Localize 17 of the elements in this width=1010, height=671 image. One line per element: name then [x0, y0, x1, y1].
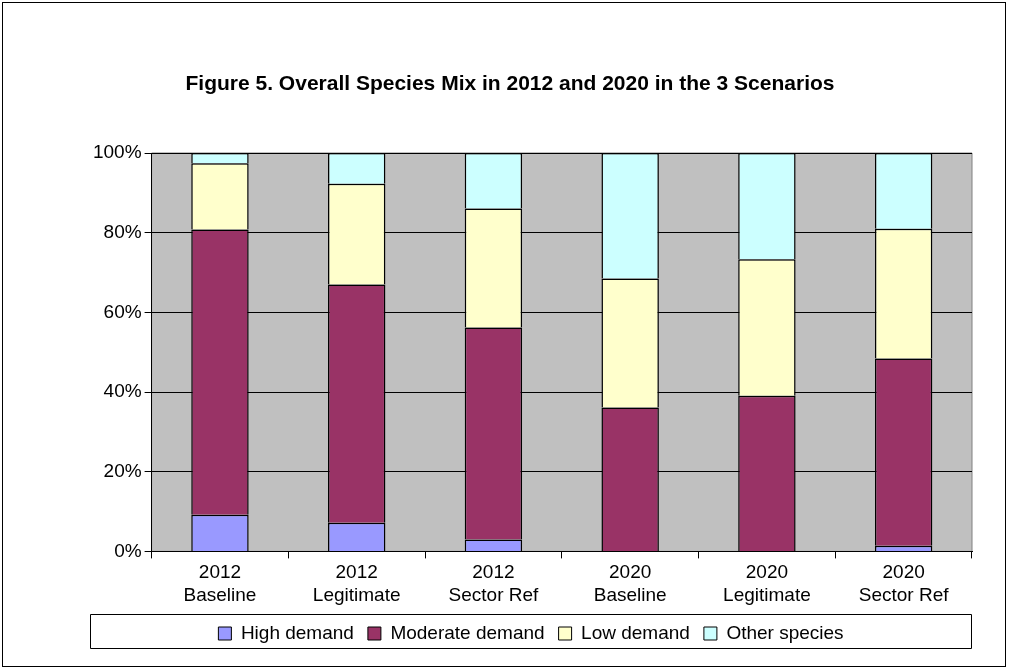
y-tick-label: 20%	[103, 459, 142, 481]
legend-label: High demand	[240, 621, 354, 643]
y-tick-label: 0%	[114, 539, 142, 561]
legend-label: Low demand	[581, 621, 690, 643]
x-tick-label: 2020 Legitimate	[723, 561, 811, 605]
legend-label: Moderate demand	[390, 621, 545, 643]
y-tick-label: 60%	[103, 300, 142, 322]
x-tick-label: 2012 Sector Ref	[448, 561, 540, 605]
y-tick-label: 100%	[92, 141, 142, 163]
x-tick-label: 2020 Sector Ref	[858, 561, 950, 605]
y-tick-label: 40%	[103, 380, 142, 402]
y-tick-label: 80%	[103, 220, 142, 242]
x-tick-label: 2012 Baseline	[183, 561, 257, 605]
legend-label: Other species	[726, 621, 844, 643]
x-tick-label: 2020 Baseline	[593, 561, 667, 605]
chart-title: Figure 5. Overall Species Mix in 2012 and 2020 in the 3 Scenarios	[184, 70, 836, 95]
x-tick-label: 2012 Legitimate	[312, 561, 401, 605]
